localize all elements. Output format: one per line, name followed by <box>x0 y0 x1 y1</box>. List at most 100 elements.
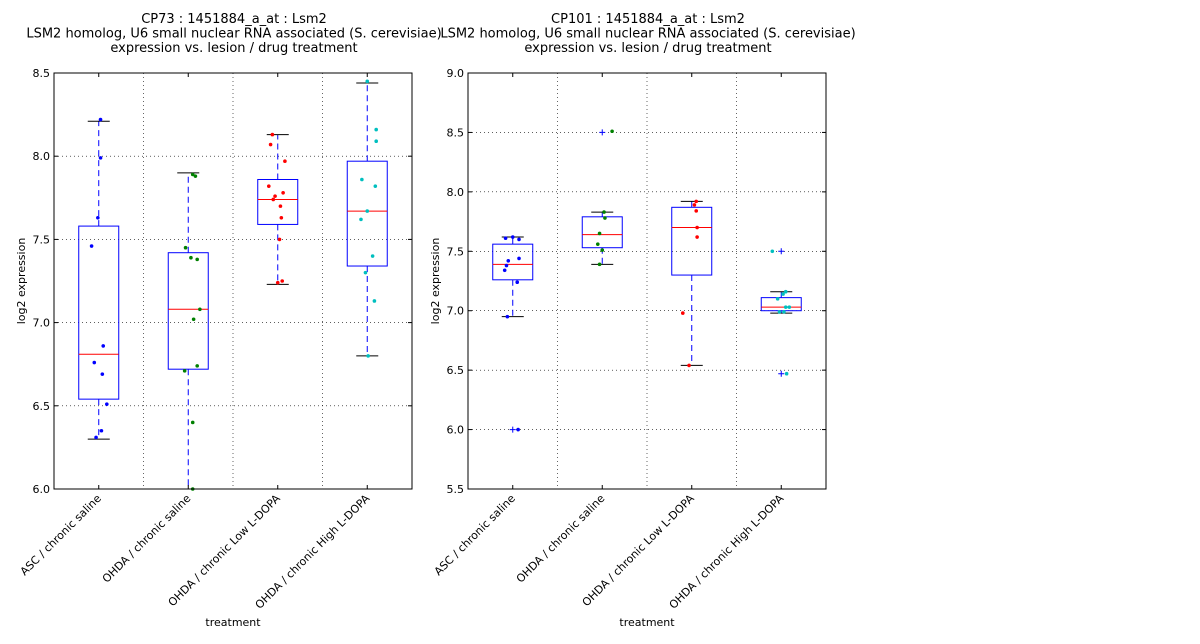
data-point <box>278 204 283 208</box>
box-3 <box>257 134 299 285</box>
data-point <box>198 307 202 312</box>
box-iqr <box>346 160 388 267</box>
data-point <box>193 174 198 178</box>
chart-title: CP73 : 1451884_a_at : Lsm2 <box>141 12 327 27</box>
data-point <box>610 129 614 134</box>
data-point <box>277 237 282 242</box>
box-1 <box>492 236 534 433</box>
x-tick-label: OHDA / chronic saline <box>514 492 608 586</box>
outlier-marker <box>778 370 785 377</box>
data-point <box>98 156 103 160</box>
data-point <box>515 280 520 284</box>
box-iqr <box>492 243 534 281</box>
box-iqr <box>671 206 713 276</box>
x-tick-label: OHDA / chronic saline <box>100 492 194 586</box>
data-point <box>94 435 98 440</box>
chart-subtitle-2: expression vs. lesion / drug treatment <box>524 41 771 56</box>
data-point <box>280 279 285 283</box>
plot-frame <box>53 72 413 490</box>
data-point <box>100 372 105 376</box>
plot-frame <box>467 72 827 490</box>
data-point <box>374 127 379 132</box>
x-tick-label: ASC / chronic saline <box>18 492 104 578</box>
data-point <box>694 209 699 213</box>
data-point <box>195 364 199 368</box>
chart-title: CP101 : 1451884_a_at : Lsm2 <box>551 12 745 27</box>
box-2 <box>167 172 209 490</box>
y-axis-label: log2 expression <box>429 238 442 325</box>
box-2 <box>581 129 623 265</box>
chart-subtitle-1: LSM2 homolog, U6 small nuclear RNA assoc… <box>26 27 441 42</box>
y-tick-label: 7.5 <box>447 245 465 258</box>
data-point <box>190 420 195 425</box>
data-point <box>273 194 277 198</box>
data-point <box>681 311 685 315</box>
data-point <box>101 344 106 348</box>
y-tick-label: 8.0 <box>33 150 51 163</box>
data-point <box>267 184 271 188</box>
data-point <box>777 310 782 314</box>
data-point <box>98 117 103 122</box>
data-point <box>600 248 605 252</box>
data-point <box>502 268 507 273</box>
data-point <box>279 215 284 220</box>
data-point <box>374 139 379 144</box>
chart-subtitle-2: expression vs. lesion / drug treatment <box>110 41 357 56</box>
data-point <box>99 428 104 433</box>
data-point <box>96 215 100 220</box>
data-point <box>105 402 109 406</box>
data-point <box>775 297 780 301</box>
data-point <box>597 231 602 236</box>
data-point <box>183 245 188 250</box>
box-1 <box>78 120 120 440</box>
y-tick-label: 9.0 <box>447 67 465 80</box>
data-point <box>89 244 94 248</box>
data-point <box>363 270 368 275</box>
y-axis-label: log2 expression <box>15 238 28 325</box>
data-point <box>191 317 196 322</box>
data-point <box>595 242 600 246</box>
data-point <box>510 235 515 239</box>
box-4 <box>346 82 388 357</box>
data-point <box>365 209 370 213</box>
box-3 <box>671 200 713 366</box>
data-point <box>603 216 607 220</box>
data-point <box>783 289 788 294</box>
data-point <box>271 197 276 202</box>
data-point <box>695 235 699 239</box>
box-iqr <box>581 216 623 249</box>
data-point <box>687 363 691 368</box>
y-tick-label: 5.5 <box>447 483 465 496</box>
data-point <box>784 371 789 376</box>
data-point <box>695 225 699 230</box>
data-point <box>190 172 195 177</box>
data-point <box>506 258 511 263</box>
y-tick-label: 6.0 <box>33 483 51 496</box>
outlier-marker <box>509 426 516 433</box>
data-point <box>783 305 788 309</box>
data-point <box>268 142 273 147</box>
data-point <box>275 280 280 285</box>
data-point <box>503 236 508 241</box>
data-point <box>782 310 786 314</box>
data-point <box>787 305 792 309</box>
x-axis-label: treatment <box>619 616 675 629</box>
data-point <box>504 263 509 268</box>
x-axis-label: treatment <box>205 616 261 629</box>
data-point <box>781 292 785 296</box>
data-point <box>189 255 193 260</box>
box-4 <box>760 248 802 377</box>
data-point <box>505 314 510 319</box>
data-point <box>692 203 697 207</box>
data-point <box>281 191 285 195</box>
data-point <box>283 159 287 163</box>
y-tick-label: 6.5 <box>33 400 51 413</box>
box-iqr <box>760 297 802 312</box>
y-tick-label: 8.0 <box>447 186 465 199</box>
outlier-marker <box>778 248 785 255</box>
data-point <box>372 299 377 303</box>
y-tick-label: 7.0 <box>447 305 465 318</box>
data-point <box>182 369 187 373</box>
chart-subtitle-1: LSM2 homolog, U6 small nuclear RNA assoc… <box>440 27 855 42</box>
